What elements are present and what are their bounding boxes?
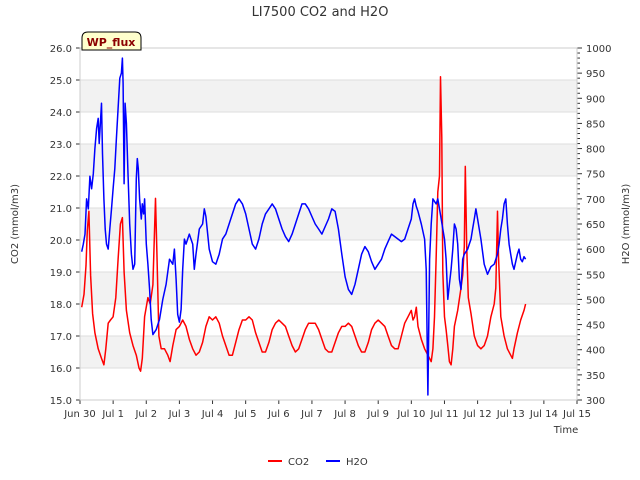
x-tick-label: Jul 2 [134, 409, 157, 420]
x-tick-label: Jul 8 [333, 409, 356, 420]
y-right-tick-label: 700 [586, 195, 605, 206]
y-right-tick-label: 1000 [586, 44, 611, 55]
x-tick-label: Jul 13 [496, 409, 525, 420]
y-left-tick-label: 24.0 [50, 108, 72, 119]
legend-label-h2o: H2O [346, 457, 368, 468]
series-line-h2o [80, 57, 527, 396]
y-axis-right: 300 350 400 450 500 550 600 650 700 750 800 850 900 9… [577, 44, 611, 407]
legend-label-co2: CO2 [288, 457, 309, 468]
x-axis: Jun 30 Jul 1 Jul 2 Jul 3 Jul 4 Jul 5 Jul 6 Jul … [63, 400, 591, 420]
y-left-tick-label: 17.0 [50, 332, 72, 343]
y-left-tick-label: 18.0 [50, 300, 72, 311]
series-layer [80, 57, 527, 396]
plot-frame [79, 47, 578, 401]
y-right-tick-label: 300 [586, 396, 605, 407]
x-tick-label: Jul 6 [267, 409, 290, 420]
y-left-tick-label: 16.0 [50, 364, 72, 375]
y-right-tick-label: 750 [586, 170, 605, 181]
chart-title: LI7500 CO2 and H2O [252, 5, 389, 20]
grid-bands [80, 47, 577, 401]
x-axis-label: Time [553, 425, 578, 436]
x-tick-label: Jul 12 [463, 409, 492, 420]
y-right-tick-label: 800 [586, 145, 605, 156]
x-tick-label: Jul 11 [429, 409, 458, 420]
y-axis-left: 15.0 16.0 17.0 18.0 19.0 20.0 21.0 22.0 23.0 24.0… [50, 44, 80, 407]
y-right-tick-label: 900 [586, 94, 605, 105]
badge-label: WP_flux [87, 36, 136, 49]
y-right-tick-label: 950 [586, 69, 605, 80]
y-left-tick-label: 23.0 [50, 140, 72, 151]
legend: CO2 H2O [268, 457, 368, 468]
x-tick-label: Jul 10 [396, 409, 425, 420]
x-tick-label: Jul 1 [101, 409, 124, 420]
x-tick-label: Jul 3 [168, 409, 191, 420]
x-tick-label: Jul 9 [366, 409, 389, 420]
y-axis-left-label: CO2 (mmol/m3) [10, 184, 21, 264]
y-left-tick-label: 26.0 [50, 44, 72, 55]
y-left-tick-label: 20.0 [50, 236, 72, 247]
x-tick-label: Jul 4 [201, 409, 224, 420]
badge-box [81, 31, 142, 51]
y-axis-right-label: H2O (mmol/m3) [621, 184, 632, 265]
grid-band [80, 272, 577, 304]
x-tick-label: Jul 5 [234, 409, 257, 420]
x-tick-label: Jul 14 [529, 409, 558, 420]
y-right-tick-label: 450 [586, 321, 605, 332]
grid-band [80, 144, 577, 176]
badge: WP_flux [81, 31, 142, 51]
y-left-tick-label: 19.0 [50, 268, 72, 279]
y-right-tick-label: 400 [586, 346, 605, 357]
y-right-tick-label: 500 [586, 295, 605, 306]
grid-band [80, 80, 577, 112]
grid-band [80, 208, 577, 240]
x-tick-label: Jul 15 [562, 409, 591, 420]
y-right-tick-label: 550 [586, 270, 605, 281]
legend-item-h2o: H2O [326, 457, 368, 468]
series-line-co2 [80, 76, 527, 372]
y-left-tick-label: 21.0 [50, 204, 72, 215]
y-right-tick-label: 650 [586, 220, 605, 231]
x-tick-label: Jul 7 [300, 409, 323, 420]
y-right-tick-label: 350 [586, 371, 605, 382]
y-left-tick-label: 22.0 [50, 172, 72, 183]
x-tick-label: Jun 30 [63, 409, 96, 420]
y-left-tick-label: 25.0 [50, 76, 72, 87]
y-left-tick-label: 15.0 [50, 396, 72, 407]
legend-item-co2: CO2 [268, 457, 309, 468]
y-right-tick-label: 850 [586, 119, 605, 130]
y-right-tick-label: 600 [586, 245, 605, 256]
